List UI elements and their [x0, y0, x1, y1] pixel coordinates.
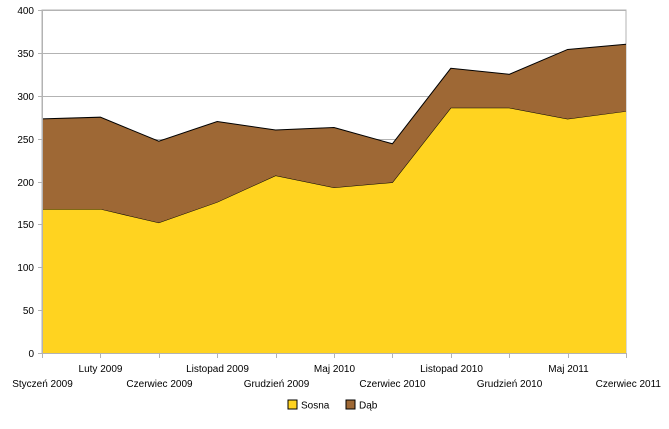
- y-tick-label: 350: [17, 49, 34, 60]
- legend-swatch: [345, 399, 356, 410]
- x-tick-label: Czerwiec 2009: [126, 379, 193, 390]
- x-tick-label: Czerwiec 2010: [359, 379, 426, 390]
- y-tick-label: 300: [17, 92, 34, 103]
- x-tick-label: Listopad 2009: [186, 364, 249, 375]
- legend-label: Dąb: [359, 401, 378, 412]
- x-tick-label: Grudzień 2009: [244, 379, 310, 390]
- x-tick-label: Styczeń 2009: [12, 379, 73, 390]
- x-tick-label: Maj 2011: [548, 364, 589, 375]
- y-tick-label: 400: [17, 6, 34, 17]
- y-tick-label: 100: [17, 263, 34, 274]
- x-tick-label: Listopad 2010: [420, 364, 483, 375]
- y-tick-label: 50: [23, 306, 35, 317]
- y-tick-label: 0: [28, 349, 34, 360]
- y-tick-label: 150: [17, 220, 34, 231]
- series-area-0: [42, 107, 626, 353]
- legend-label: Sosna: [301, 401, 330, 412]
- legend-item: Sosna: [287, 399, 330, 412]
- legend-swatch: [287, 399, 298, 410]
- x-tick-label: Luty 2009: [79, 364, 123, 375]
- y-tick-label: 250: [17, 135, 34, 146]
- x-tick-label: Grudzień 2010: [477, 379, 543, 390]
- x-tick-label: Maj 2010: [314, 364, 356, 375]
- legend-item: Dąb: [345, 399, 378, 412]
- y-tick-label: 200: [17, 178, 34, 189]
- series-outline-1: [41, 43, 627, 145]
- area-series: [41, 43, 627, 353]
- x-tick-label: Czerwiec 2011: [596, 379, 662, 390]
- series-area-1: [42, 44, 626, 223]
- legend: Sosna Dąb: [287, 399, 378, 412]
- axes: 0 50 100 150 200 250 300 350 400 Styczeń 2009 Luty…: [12, 6, 661, 390]
